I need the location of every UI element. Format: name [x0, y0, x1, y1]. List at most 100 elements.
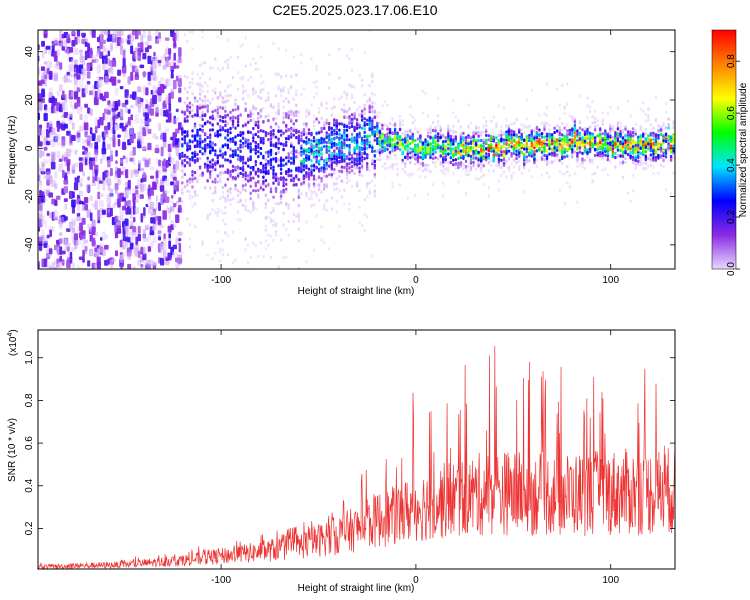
heatmap-cell: [515, 156, 518, 161]
heatmap-cell: [292, 161, 295, 165]
heatmap-cell: [576, 129, 579, 133]
heatmap-cell: [112, 33, 116, 43]
heatmap-cell: [492, 135, 495, 139]
heatmap-cell: [87, 49, 91, 59]
heatmap-cell: [211, 123, 214, 127]
heatmap-cell: [609, 123, 612, 127]
heatmap-cell: [358, 145, 361, 150]
heatmap-cell: [338, 159, 341, 164]
heatmap-cell: [302, 168, 306, 172]
heatmap-cell: [282, 99, 285, 103]
heatmap-cell: [320, 138, 323, 142]
heatmap-cell: [198, 84, 202, 88]
heatmap-cell: [371, 110, 374, 114]
heatmap-cell: [555, 142, 559, 146]
heatmap-cell: [181, 124, 184, 128]
heatmap-cell: [338, 47, 341, 51]
heatmap-cell: [535, 136, 539, 140]
heatmap-cell: [86, 184, 91, 193]
heatmap-cell: [518, 137, 521, 141]
heatmap-cell: [181, 231, 184, 235]
heatmap-cell: [563, 142, 566, 146]
heatmap-cell: [485, 133, 488, 137]
heatmap-cell: [211, 114, 214, 118]
heatmap-cell: [409, 134, 412, 138]
heatmap-cell: [219, 179, 222, 184]
heatmap-cell: [214, 58, 217, 62]
heatmap-cell: [231, 168, 235, 173]
heatmap-cell: [172, 176, 177, 181]
heatmap-cell: [143, 236, 146, 243]
heatmap-cell: [305, 136, 308, 140]
heatmap-cell: [323, 126, 326, 130]
heatmap-cell: [398, 123, 402, 127]
heatmap-cell: [472, 164, 475, 168]
heatmap-cell: [201, 140, 204, 144]
heatmap-cell: [495, 143, 498, 148]
heatmap-cell: [117, 134, 121, 138]
heatmap-cell: [530, 88, 533, 92]
heatmap-cell: [305, 140, 308, 144]
heatmap-cell: [619, 154, 622, 158]
heatmap-cell: [224, 151, 227, 155]
heatmap-cell: [462, 149, 465, 153]
heatmap-cell: [325, 150, 328, 154]
heatmap-cell: [229, 127, 232, 131]
heatmap-cell: [393, 142, 397, 146]
heatmap-cell: [515, 144, 518, 148]
heatmap-cell: [259, 55, 263, 59]
heatmap-cell: [147, 55, 152, 64]
heatmap-cell: [262, 120, 265, 124]
heatmap-cell: [586, 155, 589, 159]
heatmap-cell: [178, 238, 182, 242]
heatmap-cell: [287, 206, 290, 210]
heatmap-cell: [520, 137, 523, 141]
heatmap-cell: [206, 214, 209, 218]
heatmap-cell: [209, 115, 212, 120]
heatmap-cell: [81, 32, 86, 37]
heatmap-cell: [193, 154, 197, 158]
heatmap-cell: [137, 250, 141, 258]
heatmap-cell: [175, 33, 180, 42]
heatmap-cell: [573, 150, 577, 154]
heatmap-cell: [262, 80, 265, 84]
heatmap-cell: [267, 163, 270, 167]
heatmap-cell: [285, 227, 288, 232]
heatmap-cell: [183, 130, 187, 134]
heatmap-cell: [333, 132, 336, 136]
heatmap-cell: [439, 149, 442, 153]
heatmap-cell: [502, 152, 506, 156]
heatmap-cell: [247, 261, 250, 265]
heatmap-cell: [201, 72, 204, 76]
heatmap-cell: [78, 256, 84, 260]
heatmap-cell: [56, 49, 60, 57]
heatmap-cell: [545, 162, 549, 166]
heatmap-cell: [396, 173, 399, 177]
heatmap-cell: [363, 147, 366, 151]
heatmap-cell: [518, 155, 521, 159]
heatmap-cell: [262, 154, 265, 158]
heatmap-cell: [454, 130, 457, 134]
heatmap-cell: [386, 127, 389, 131]
heatmap-cell: [297, 169, 300, 173]
heatmap-cell: [621, 128, 625, 132]
heatmap-cell: [599, 150, 602, 155]
heatmap-cell: [81, 68, 86, 76]
heatmap-cell: [134, 169, 139, 178]
heatmap-cell: [533, 129, 536, 133]
heatmap-cell: [107, 208, 111, 213]
heatmap-cell: [373, 172, 376, 177]
heatmap-cell: [62, 259, 65, 266]
heatmap-cell: [310, 103, 313, 107]
heatmap-cell: [186, 189, 189, 193]
heatmap-cell: [512, 130, 516, 134]
heatmap-cell: [323, 169, 326, 173]
heatmap-cell: [94, 126, 98, 134]
heatmap-cell: [130, 169, 134, 178]
heatmap-cell: [373, 175, 376, 179]
heatmap-cell: [104, 91, 109, 99]
heatmap-cell: [500, 165, 503, 170]
heatmap-cell: [581, 151, 584, 155]
heatmap-cell: [214, 210, 217, 214]
heatmap-cell: [61, 37, 66, 45]
